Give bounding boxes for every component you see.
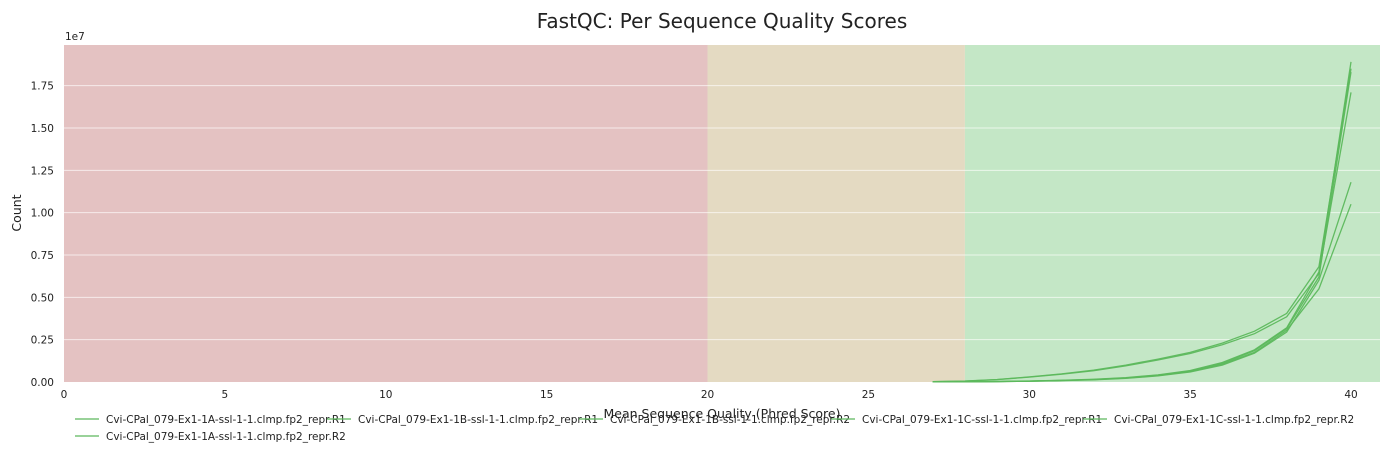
x-axis-label: Mean Sequence Quality (Phred Score) <box>604 406 841 421</box>
legend-entry-label: Cvi-CPal_079-Ex1-1B-ssl-1-1.clmp.fp2_rep… <box>358 414 598 426</box>
y-offset-label: 1e7 <box>65 31 85 43</box>
y-tick-label: 1.25 <box>31 165 54 177</box>
y-tick-label: 1.75 <box>31 81 54 93</box>
series-line-2 <box>932 92 1352 383</box>
x-tick-label: 25 <box>862 389 875 401</box>
quality-bands <box>64 45 1380 382</box>
y-tick-label: 0.25 <box>31 335 54 347</box>
x-tick-label: 20 <box>701 389 714 401</box>
x-tick-label: 0 <box>61 389 68 401</box>
legend-entry-label: Cvi-CPal_079-Ex1-1A-ssl-1-1.clmp.fp2_rep… <box>106 431 346 443</box>
y-tick-label: 0.50 <box>31 292 54 304</box>
y-tick-label: 1.50 <box>31 123 54 135</box>
band-reasonable <box>707 45 965 382</box>
chart-title: FastQC: Per Sequence Quality Scores <box>537 9 908 33</box>
legend-entry-label: Cvi-CPal_079-Ex1-1B-ssl-1-1.clmp.fp2_rep… <box>610 414 850 426</box>
y-tick-label: 0.00 <box>31 377 54 389</box>
x-tick-label: 5 <box>222 389 229 401</box>
y-tick-label: 0.75 <box>31 250 54 262</box>
x-tick-label: 10 <box>379 389 392 401</box>
x-tick-label: 30 <box>1023 389 1036 401</box>
legend-entry-label: Cvi-CPal_079-Ex1-1C-ssl-1-1.clmp.fp2_rep… <box>862 414 1102 426</box>
legend-entry-label: Cvi-CPal_079-Ex1-1A-ssl-1-1.clmp.fp2_rep… <box>106 414 346 426</box>
band-poor <box>64 45 708 382</box>
grid-lines <box>64 85 1380 341</box>
legend: Cvi-CPal_079-Ex1-1A-ssl-1-1.clmp.fp2_rep… <box>75 414 1354 443</box>
x-tick-label: 35 <box>1183 389 1196 401</box>
series-lines <box>932 61 1352 383</box>
legend-entry-label: Cvi-CPal_079-Ex1-1C-ssl-1-1.clmp.fp2_rep… <box>1114 414 1354 426</box>
y-axis-label: Count <box>9 194 24 231</box>
series-line-6 <box>932 71 1352 383</box>
x-tick-label: 15 <box>540 389 553 401</box>
axis-ticks: 0.00 0.25 0.50 0.75 1.00 1.25 1.50 1.75 0 5 10 15 20… <box>31 81 1358 401</box>
x-tick-label: 40 <box>1344 389 1357 401</box>
band-good <box>964 45 1380 382</box>
y-tick-label: 1.00 <box>31 208 54 220</box>
